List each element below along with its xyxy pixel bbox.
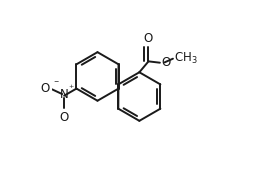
Text: O: O: [144, 32, 153, 45]
Text: O: O: [41, 82, 50, 95]
Text: O: O: [60, 111, 69, 124]
Text: O: O: [161, 56, 171, 69]
Text: $^{-}$: $^{-}$: [53, 77, 60, 86]
Text: N: N: [60, 88, 69, 101]
Text: CH$_3$: CH$_3$: [174, 51, 197, 66]
Text: $^{+}$: $^{+}$: [68, 84, 75, 93]
